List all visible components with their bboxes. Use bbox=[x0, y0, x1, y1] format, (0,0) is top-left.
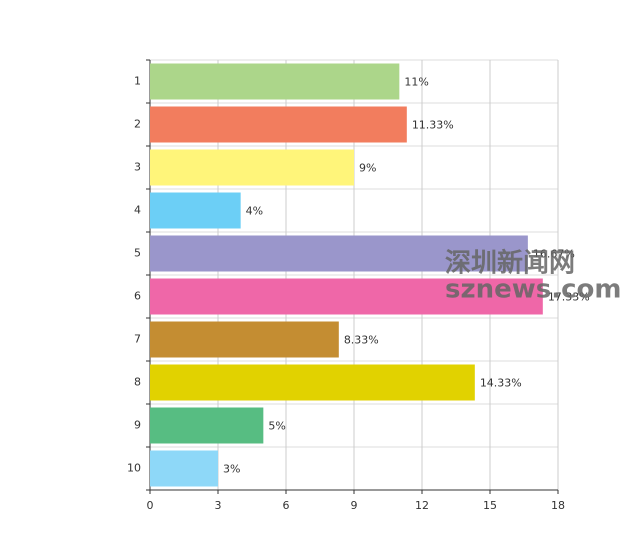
x-tick-label: 6 bbox=[283, 499, 290, 512]
watermark: sznews.com bbox=[445, 275, 620, 305]
x-tick-label: 9 bbox=[351, 499, 358, 512]
bar bbox=[150, 278, 543, 315]
watermark: 深圳新闻网 bbox=[445, 248, 575, 279]
bar bbox=[150, 450, 218, 487]
y-tick-label: 6 bbox=[134, 290, 141, 303]
bar bbox=[150, 106, 407, 143]
y-tick-label: 3 bbox=[134, 161, 141, 174]
y-tick-label: 10 bbox=[127, 462, 141, 475]
y-tick-label: 2 bbox=[134, 118, 141, 131]
bar bbox=[150, 63, 400, 100]
value-label: 11% bbox=[404, 76, 428, 89]
bar bbox=[150, 321, 339, 358]
y-tick-label: 5 bbox=[134, 247, 141, 260]
value-label: 16.67% bbox=[533, 248, 575, 261]
y-tick-label: 9 bbox=[134, 419, 141, 432]
value-label: 17.33% bbox=[548, 291, 590, 304]
y-tick-label: 8 bbox=[134, 376, 141, 389]
value-label: 8.33% bbox=[344, 334, 379, 347]
y-tick-label: 1 bbox=[134, 75, 141, 88]
value-label: 3% bbox=[223, 463, 240, 476]
x-tick-label: 18 bbox=[551, 499, 565, 512]
value-label: 5% bbox=[268, 420, 285, 433]
x-tick-label: 12 bbox=[415, 499, 429, 512]
x-tick-label: 0 bbox=[147, 499, 154, 512]
value-label: 11.33% bbox=[412, 119, 454, 132]
bar bbox=[150, 364, 475, 401]
value-label: 4% bbox=[246, 205, 263, 218]
value-label: 9% bbox=[359, 162, 376, 175]
x-tick-label: 15 bbox=[483, 499, 497, 512]
y-tick-label: 4 bbox=[134, 204, 141, 217]
bar bbox=[150, 235, 528, 272]
x-tick-label: 3 bbox=[215, 499, 222, 512]
value-label: 14.33% bbox=[480, 377, 522, 390]
y-tick-label: 7 bbox=[134, 333, 141, 346]
bar bbox=[150, 149, 354, 186]
bar bbox=[150, 192, 241, 229]
bar bbox=[150, 407, 264, 444]
